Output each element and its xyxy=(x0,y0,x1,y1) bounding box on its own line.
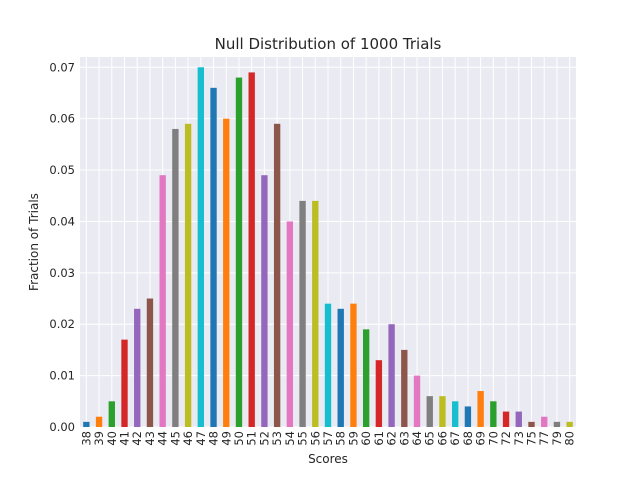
bar-54 xyxy=(286,221,294,427)
x-tick-label-55: 55 xyxy=(296,431,310,446)
x-tick-label-41: 41 xyxy=(118,431,132,446)
bar-64 xyxy=(413,375,421,427)
bar-70 xyxy=(490,401,497,427)
x-tick-label-47: 47 xyxy=(194,431,208,446)
bar-39 xyxy=(95,416,103,427)
bar-62 xyxy=(388,324,395,427)
bar-47 xyxy=(197,67,204,428)
y-tick-labels: 0.00 0.01 0.02 0.03 0.04 0.05 0.06 0.07 xyxy=(49,60,75,434)
x-tick-label-75: 75 xyxy=(524,431,538,446)
x-tick-label-77: 77 xyxy=(537,431,551,446)
bar-49 xyxy=(223,118,230,428)
bar-65 xyxy=(426,396,433,427)
bar-77 xyxy=(541,416,548,427)
x-tick-label-80: 80 xyxy=(563,431,577,446)
x-tick-label-63: 63 xyxy=(397,431,411,446)
x-tick-label-59: 59 xyxy=(346,431,360,446)
bar-75 xyxy=(528,421,535,427)
x-axis-label: Scores xyxy=(308,452,348,466)
bar-69 xyxy=(477,391,484,427)
x-tick-label-67: 67 xyxy=(448,431,462,446)
bar-52 xyxy=(261,175,268,427)
x-tick-label-68: 68 xyxy=(461,431,475,446)
x-tick-label-52: 52 xyxy=(257,431,271,446)
bar-46 xyxy=(184,123,192,428)
x-tick-label-46: 46 xyxy=(181,431,195,446)
x-tick-label-72: 72 xyxy=(499,431,513,446)
bar-38 xyxy=(83,421,90,427)
bar-42 xyxy=(134,308,141,427)
chart-title: Null Distribution of 1000 Trials xyxy=(215,35,442,53)
x-tick-label-48: 48 xyxy=(207,431,221,446)
y-tick-label: 0.02 xyxy=(49,317,75,331)
y-axis-label: Fraction of Trials xyxy=(27,193,41,291)
y-tick-label: 0.04 xyxy=(49,214,75,228)
bar-48 xyxy=(210,87,217,427)
bar-60 xyxy=(362,329,370,427)
x-tick-label-73: 73 xyxy=(512,431,526,446)
x-tick-label-79: 79 xyxy=(550,431,564,446)
bar-56 xyxy=(312,200,319,427)
bar-80 xyxy=(566,421,573,427)
bar-58 xyxy=(337,308,344,427)
x-tick-label-40: 40 xyxy=(105,431,119,446)
y-tick-label: 0.05 xyxy=(49,163,75,177)
bar-79 xyxy=(553,421,561,427)
bar-50 xyxy=(235,77,243,428)
bar-43 xyxy=(146,298,154,427)
bar-41 xyxy=(121,339,128,427)
y-tick-label: 0.06 xyxy=(49,112,75,126)
x-tick-label-39: 39 xyxy=(92,431,106,446)
bar-67 xyxy=(452,401,459,427)
bar-45 xyxy=(172,128,179,427)
bar-57 xyxy=(324,303,332,427)
x-tick-label-65: 65 xyxy=(423,431,437,446)
bar-63 xyxy=(401,349,408,427)
bar-73 xyxy=(515,411,522,427)
x-tick-label-45: 45 xyxy=(168,431,182,446)
x-tick-label-50: 50 xyxy=(232,431,246,446)
x-tick-label-57: 57 xyxy=(321,431,335,446)
x-tick-label-43: 43 xyxy=(143,431,157,446)
x-tick-labels: 3839404142434445464748495051525354555657… xyxy=(79,431,576,446)
y-tick-label: 0.03 xyxy=(49,266,75,280)
bar-66 xyxy=(439,396,446,427)
bar-51 xyxy=(248,72,255,428)
bar-68 xyxy=(464,406,472,427)
x-tick-label-69: 69 xyxy=(474,431,488,446)
bar-55 xyxy=(299,200,306,427)
y-tick-label: 0.00 xyxy=(49,420,75,434)
x-tick-label-58: 58 xyxy=(334,431,348,446)
x-tick-label-62: 62 xyxy=(385,431,399,446)
bar-61 xyxy=(375,360,383,427)
x-tick-label-38: 38 xyxy=(79,431,93,446)
x-tick-label-70: 70 xyxy=(486,431,500,446)
x-tick-label-61: 61 xyxy=(372,431,386,446)
bars xyxy=(83,67,573,428)
bar-59 xyxy=(350,303,357,427)
x-tick-label-56: 56 xyxy=(308,431,322,446)
x-tick-label-64: 64 xyxy=(410,431,424,446)
x-tick-label-42: 42 xyxy=(130,431,144,446)
bar-44 xyxy=(159,175,166,427)
bar-53 xyxy=(273,123,281,428)
bar-40 xyxy=(108,401,115,427)
x-tick-label-44: 44 xyxy=(156,431,170,446)
x-tick-label-54: 54 xyxy=(283,431,297,446)
y-tick-label: 0.01 xyxy=(49,369,75,383)
x-tick-label-51: 51 xyxy=(245,431,259,446)
bar-72 xyxy=(502,411,510,427)
x-tick-label-49: 49 xyxy=(219,431,233,446)
x-tick-label-53: 53 xyxy=(270,431,284,446)
x-tick-label-60: 60 xyxy=(359,431,373,446)
x-tick-label-66: 66 xyxy=(435,431,449,446)
y-tick-label: 0.07 xyxy=(49,60,75,74)
